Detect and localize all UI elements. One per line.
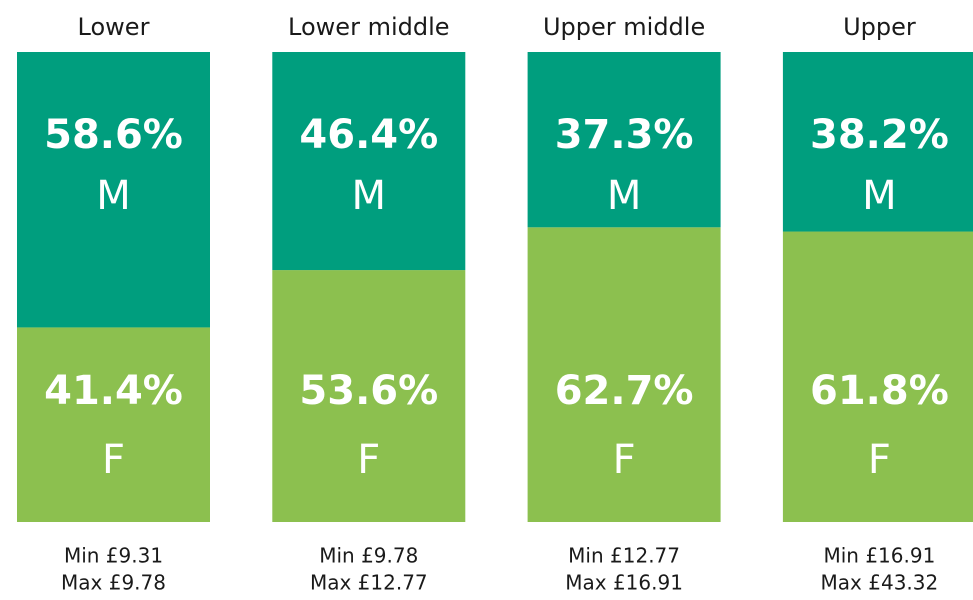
value-label: 37.3% bbox=[555, 112, 694, 158]
series-label: M bbox=[862, 173, 897, 219]
series-label: F bbox=[868, 437, 891, 483]
value-label: 53.6% bbox=[299, 368, 438, 414]
min-label: Min £12.77 bbox=[568, 544, 680, 568]
min-label: Min £16.91 bbox=[823, 544, 935, 568]
value-label: 38.2% bbox=[810, 112, 949, 158]
bar-segment bbox=[527, 227, 721, 522]
category-label: Lower middle bbox=[288, 13, 449, 41]
series-label: M bbox=[96, 173, 131, 219]
series-label: M bbox=[352, 173, 387, 219]
value-label: 41.4% bbox=[44, 368, 183, 414]
max-label: Max £43.32 bbox=[821, 571, 939, 595]
bar-segment bbox=[272, 52, 466, 271]
max-label: Max £16.91 bbox=[565, 571, 683, 595]
max-label: Max £9.78 bbox=[61, 571, 166, 595]
series-label: F bbox=[613, 437, 636, 483]
series-label: F bbox=[357, 437, 380, 483]
min-label: Min £9.78 bbox=[319, 544, 418, 568]
bar-segment bbox=[782, 52, 973, 232]
max-label: Max £12.77 bbox=[310, 571, 428, 595]
value-label: 46.4% bbox=[299, 112, 438, 158]
value-label: 58.6% bbox=[44, 112, 183, 158]
category-label: Lower bbox=[78, 13, 150, 41]
category-label: Upper middle bbox=[543, 13, 705, 41]
value-label: 62.7% bbox=[555, 368, 694, 414]
bar-segment bbox=[272, 270, 466, 522]
min-label: Min £9.31 bbox=[64, 544, 163, 568]
bar-segment bbox=[527, 52, 721, 228]
series-label: M bbox=[607, 173, 642, 219]
value-label: 61.8% bbox=[810, 368, 949, 414]
bar-segment bbox=[17, 52, 210, 328]
bar-segment bbox=[782, 231, 973, 523]
category-label: Upper bbox=[843, 13, 916, 41]
bar-segment bbox=[17, 327, 210, 522]
series-label: F bbox=[102, 437, 125, 483]
